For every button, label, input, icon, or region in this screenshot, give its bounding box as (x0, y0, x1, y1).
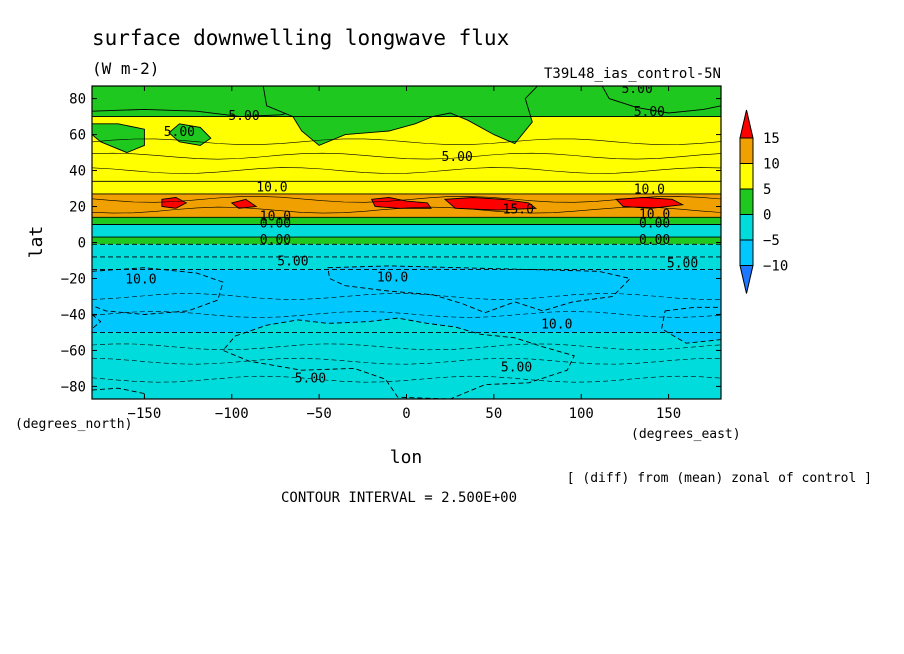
thin-contour-3 (92, 196, 721, 203)
contour-region-14 (222, 317, 575, 399)
contour-label-19: 5.00 (295, 371, 326, 386)
contour-region-4 (601, 86, 721, 114)
colorbar-label: −10 (763, 259, 788, 275)
y-tick-label: 20 (69, 200, 86, 216)
contour-region-10 (92, 267, 224, 315)
contour-label-6: 10.0 (634, 183, 665, 198)
zonal-band-7 (92, 244, 721, 257)
contour-region-12 (661, 306, 721, 344)
zonal-band-5 (92, 224, 721, 238)
y-tick-label: 0 (78, 236, 86, 252)
y-axis-units: (degrees_north) (15, 417, 132, 432)
x-tick-label: −100 (215, 406, 249, 422)
contour-region-11 (327, 265, 631, 314)
contour-label-22: 5.00 (389, 433, 420, 448)
thin-contour-5 (92, 293, 721, 300)
thin-contour-6 (92, 311, 721, 318)
contour-label-15: 5.00 (667, 256, 698, 271)
thin-contour-4 (92, 206, 721, 214)
colorbar-max-arrow (739, 109, 754, 139)
contour-label-4: 5.00 (634, 105, 665, 120)
y-tick-label: 80 (69, 92, 86, 108)
y-tick-label: 40 (69, 164, 86, 180)
run-label: T39L48_ias_control-5N (544, 66, 721, 82)
zonal-band-6 (92, 237, 721, 245)
colorbar-label: 10 (763, 157, 780, 173)
contour-label-0: 5.00 (164, 125, 195, 140)
diff-note: [ (diff) from (mean) zonal of control ] (567, 471, 872, 486)
colorbar-min-arrow (739, 265, 754, 294)
x-axis-label: lon (390, 447, 423, 468)
contour-label-5: 10.0 (256, 181, 287, 196)
colorbar-segment (739, 214, 754, 241)
contour-region-2 (92, 123, 145, 154)
contour-label-1: 5.00 (228, 109, 259, 124)
zonal-band-4 (92, 217, 721, 225)
y-tick-label: −60 (61, 343, 86, 359)
colorbar-segment (739, 239, 754, 266)
y-tick-label: −80 (61, 379, 86, 395)
colorbar-label: 0 (763, 208, 771, 224)
contour-label-3: 5.00 (621, 82, 652, 97)
thin-contour-8 (92, 357, 721, 365)
contour-region-13 (92, 313, 102, 330)
contour-label-14: 5.00 (277, 254, 308, 269)
contour-interval: CONTOUR INTERVAL = 2.500E+00 (281, 490, 517, 506)
contour-label-17: 10.0 (377, 271, 408, 286)
y-tick-label: −40 (61, 307, 86, 323)
y-tick-label: 60 (69, 128, 86, 144)
thin-contour-2 (92, 167, 721, 174)
contour-region-7 (370, 197, 432, 209)
x-tick-label: 150 (656, 406, 681, 422)
contour-label-10: 0.00 (639, 217, 670, 232)
thin-contour-9 (92, 375, 721, 383)
zonal-band-2 (92, 181, 721, 194)
x-tick-label: 0 (402, 406, 410, 422)
colorbar-label: 15 (763, 131, 780, 147)
contour-label-8: 10.0 (260, 210, 291, 225)
x-tick-label: −150 (128, 406, 162, 422)
x-axis-units: (degrees_east) (631, 427, 741, 442)
thin-contour-0 (92, 138, 721, 146)
colorbar-label: −5 (763, 233, 780, 249)
contour-label-16: 10.0 (125, 272, 156, 287)
x-tick-label: 100 (569, 406, 594, 422)
contour-label-7: 15.0 (503, 202, 534, 217)
y-axis-label: lat (26, 226, 47, 259)
contour-label-2: 5.00 (442, 150, 473, 165)
contour-label-18: 10.0 (541, 317, 572, 332)
y-axis: −80 −60 −40 −20 0 20 40 60 80 (61, 92, 721, 395)
x-tick-label: 50 (485, 406, 502, 422)
contour-label-21: 5.00 (466, 420, 497, 435)
contour-regions (92, 86, 721, 399)
contour-label-9: 0.00 (260, 217, 291, 232)
contour-label-12: 0.00 (260, 233, 291, 248)
colorbar-label: 5 (763, 182, 771, 198)
colorbar-segment (739, 163, 754, 190)
colorbar-segment (739, 188, 754, 215)
contour-lines (92, 116, 721, 399)
contour-label-11: 10.0 (639, 208, 670, 223)
zonal-bands (92, 86, 721, 399)
thin-contour-7 (92, 343, 721, 351)
units-label: (W m-2) (92, 59, 159, 78)
contour-label-20: 5.00 (501, 361, 532, 376)
zonal-band-8 (92, 256, 721, 270)
plot-title: surface downwelling longwave flux (92, 26, 509, 50)
x-tick-label: −50 (306, 406, 331, 422)
contour-region-6 (230, 198, 258, 209)
contour-label-13: 0.00 (639, 233, 670, 248)
colorbar-segment (739, 137, 754, 164)
contour-region-5 (161, 197, 188, 209)
x-axis: −150 −100 −50 0 50 100 150 (128, 86, 681, 422)
contour-region-15 (92, 387, 145, 399)
y-tick-label: −20 (61, 271, 86, 287)
thin-contour-1 (92, 152, 721, 160)
colorbar: 15 10 5 0 −5 −10 (739, 109, 788, 294)
